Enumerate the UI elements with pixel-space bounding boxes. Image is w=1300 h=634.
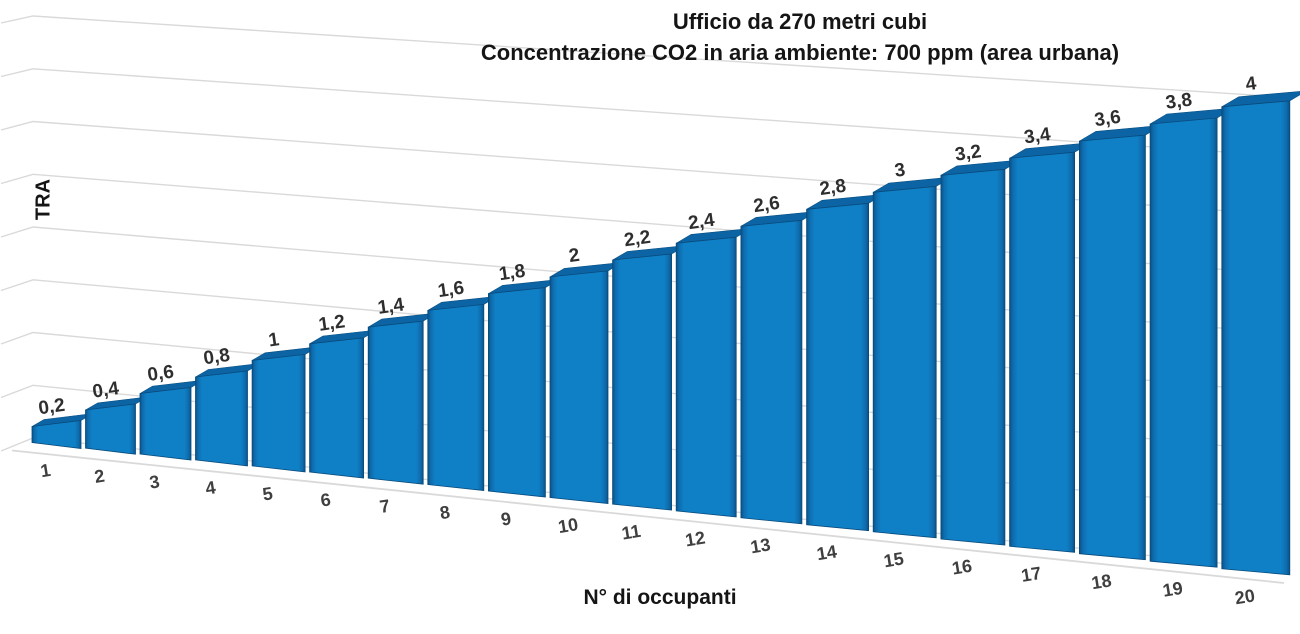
category-label: 3 (148, 471, 161, 492)
value-label: 2,2 (623, 227, 652, 251)
bar-front-face (427, 303, 485, 491)
category-label: 9 (499, 508, 512, 529)
gridline (0, 68, 1273, 156)
value-label: 3,6 (1093, 107, 1122, 131)
value-label: 3 (893, 160, 906, 182)
category-label: 13 (749, 534, 772, 557)
bar-front-face (740, 219, 803, 525)
value-label: 2 (568, 245, 581, 267)
bar-front-face (1009, 151, 1075, 553)
bar-front-face (139, 387, 192, 461)
bar-front-face (309, 337, 364, 479)
value-label: 2,6 (752, 193, 781, 217)
category-label: 10 (557, 514, 580, 537)
bar-front-face (367, 320, 424, 485)
value-label: 1,8 (498, 261, 527, 285)
gridline (0, 120, 1273, 215)
category-label: 19 (1161, 578, 1184, 601)
bar-front-face (31, 420, 82, 449)
gridline (0, 15, 1273, 97)
category-label: 12 (684, 528, 707, 551)
value-label: 1,6 (436, 278, 465, 302)
category-label: 18 (1090, 570, 1113, 593)
value-label: 3,8 (1164, 89, 1193, 113)
bar-front-face (488, 287, 546, 498)
bar-front-face (1221, 100, 1291, 576)
value-label: 2,4 (687, 210, 717, 235)
value-label: 0,4 (91, 378, 121, 403)
value-label: 4 (1244, 73, 1258, 95)
bar-front-face (85, 403, 136, 455)
category-label: 2 (93, 466, 106, 487)
value-label: 1,4 (376, 294, 406, 319)
category-label: 17 (1020, 563, 1043, 586)
category-label: 20 (1233, 585, 1256, 608)
bar-front-face (549, 270, 609, 504)
bar-front-face (675, 236, 737, 518)
value-label: 0,6 (146, 362, 175, 386)
floor-front-edge (11, 449, 1285, 584)
category-label: 6 (319, 489, 332, 510)
value-label: 3,4 (1023, 124, 1053, 149)
bar-front-face (1079, 134, 1146, 561)
category-label: 1 (39, 460, 52, 481)
category-label: 15 (882, 548, 905, 571)
value-label: 1 (267, 329, 281, 351)
value-label: 0,8 (202, 345, 231, 369)
value-label: 1,2 (317, 311, 346, 335)
bar-front-face (612, 253, 672, 511)
category-label: 16 (951, 556, 974, 579)
bar-front-face (1149, 117, 1218, 568)
value-label: 0,2 (37, 395, 66, 419)
bar-front-face (251, 353, 306, 473)
category-label: 14 (815, 541, 838, 564)
category-label: 11 (620, 521, 642, 544)
bar-front-face (806, 202, 869, 532)
category-label: 4 (204, 477, 217, 498)
category-label: 5 (261, 483, 274, 504)
category-label: 7 (378, 496, 391, 517)
category-label: 8 (438, 502, 451, 523)
bar-front-face (195, 370, 248, 467)
bar-front-face (872, 185, 937, 539)
value-label: 2,8 (818, 176, 847, 200)
bar-front-face (940, 168, 1006, 546)
value-label: 3,2 (954, 141, 983, 165)
